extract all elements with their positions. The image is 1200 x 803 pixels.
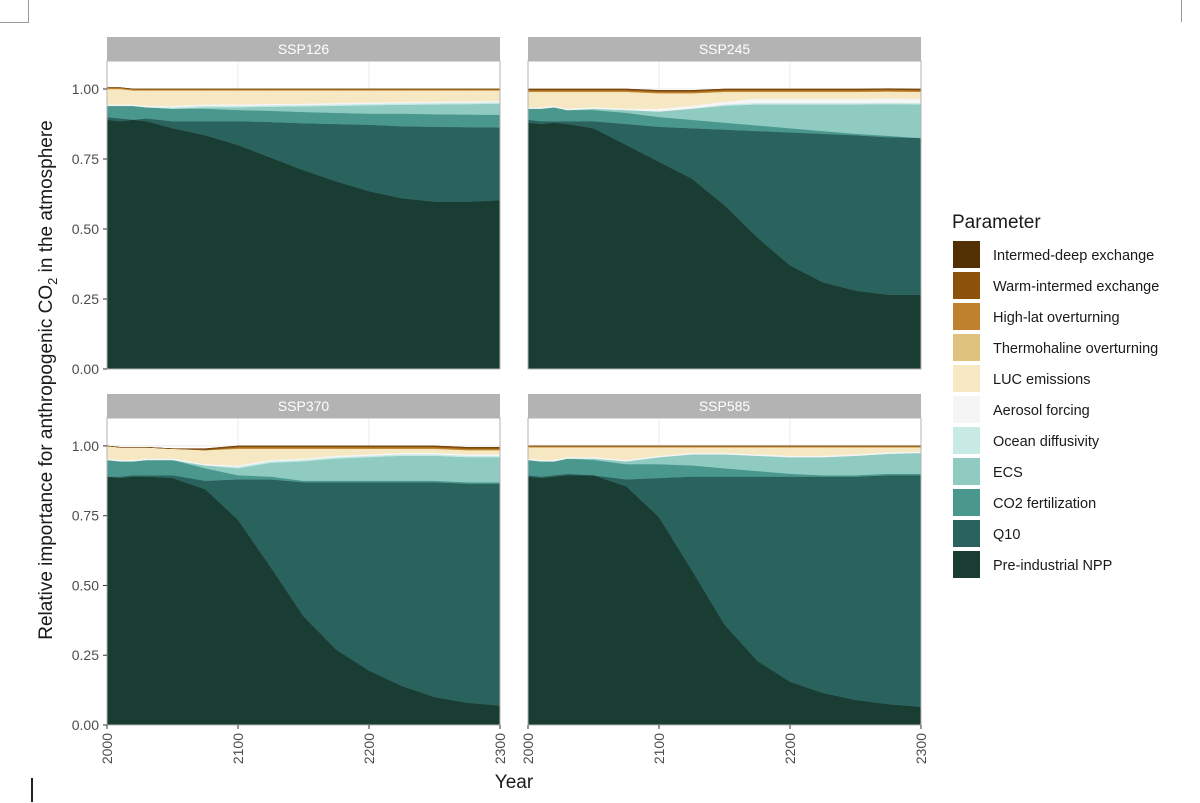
page-corner-mark-top-left-v	[28, 0, 29, 23]
x-tick-label: 2200	[361, 733, 377, 764]
legend-swatch	[953, 489, 980, 516]
y-axis-title: Relative importance for anthropogenic CO…	[36, 120, 60, 639]
legend-label: ECS	[993, 465, 1023, 481]
legend-item: Intermed-deep exchange	[953, 241, 1154, 268]
x-tick-label: 2000	[520, 733, 536, 764]
legend-label: Q10	[993, 527, 1020, 543]
legend-item: High-lat overturning	[953, 303, 1120, 330]
page-corner-mark-bottom-left	[31, 778, 33, 802]
axes-layer: 0.00 0.25 0.50 0.75 1.00 0.00 0.25 0.50 0.75 1.00…	[72, 81, 929, 764]
legend-label: CO2 fertilization	[993, 496, 1096, 512]
legend-label: Ocean diffusivity	[993, 434, 1100, 450]
legend-swatch	[953, 241, 980, 268]
legend-item: Pre-industrial NPP	[953, 551, 1112, 578]
facet-strip	[107, 37, 500, 61]
y-tick-label: 0.75	[72, 508, 99, 524]
page-corner-mark-top-left-h	[0, 22, 28, 23]
facet-strip-label: SSP585	[699, 398, 751, 414]
legend-title: Parameter	[952, 212, 1041, 233]
legend-swatch	[953, 365, 980, 392]
legend-item: LUC emissions	[953, 365, 1091, 392]
panel-ssp245: SSP245	[527, 37, 922, 370]
legend: Parameter Intermed-deep exchange Warm-int…	[952, 212, 1159, 578]
x-tick-label: 2000	[99, 733, 115, 764]
y-tick-label: 1.00	[72, 438, 99, 454]
facet-strip	[528, 37, 921, 61]
x-axis-title: Year	[495, 772, 534, 793]
legend-swatch	[953, 551, 980, 578]
y-tick-label: 0.00	[72, 361, 99, 377]
legend-swatch	[953, 520, 980, 547]
panels-layer: SSP126 SSP245 SSP370 SSP585	[106, 37, 922, 726]
legend-item: CO2 fertilization	[953, 489, 1096, 516]
legend-swatch	[953, 396, 980, 423]
panel-ssp126: SSP126	[106, 37, 501, 370]
legend-item: Warm-intermed exchange	[953, 272, 1159, 299]
x-tick-label: 2300	[913, 733, 929, 764]
legend-swatch	[953, 272, 980, 299]
legend-label: Thermohaline overturning	[993, 341, 1158, 357]
facet-strip	[107, 394, 500, 418]
legend-swatch	[953, 427, 980, 454]
legend-item: ECS	[953, 458, 1023, 485]
facet-strip-label: SSP370	[278, 398, 330, 414]
y-tick-label: 1.00	[72, 81, 99, 97]
panel-ssp370: SSP370	[106, 394, 501, 726]
y-tick-label: 0.25	[72, 647, 99, 663]
panel-ssp585: SSP585	[527, 394, 922, 726]
legend-item: Aerosol forcing	[953, 396, 1090, 423]
legend-label: LUC emissions	[993, 372, 1091, 388]
legend-label: Pre-industrial NPP	[993, 558, 1112, 574]
y-tick-label: 0.50	[72, 221, 99, 237]
legend-label: High-lat overturning	[993, 310, 1120, 326]
legend-label: Aerosol forcing	[993, 403, 1090, 419]
x-tick-label: 2100	[651, 733, 667, 764]
legend-item: Ocean diffusivity	[953, 427, 1100, 454]
legend-label: Intermed-deep exchange	[993, 248, 1154, 264]
facet-strip-label: SSP245	[699, 41, 751, 57]
legend-swatch	[953, 303, 980, 330]
y-tick-label: 0.25	[72, 291, 99, 307]
legend-label: Warm-intermed exchange	[993, 279, 1159, 295]
legend-item: Q10	[953, 520, 1020, 547]
area-high-lat-overturning	[527, 445, 922, 448]
legend-swatch	[953, 458, 980, 485]
area-intermed-deep-exchange	[107, 87, 500, 90]
page-corner-mark-top-right	[1181, 0, 1182, 22]
x-tick-label: 2100	[230, 733, 246, 764]
y-tick-label: 0.50	[72, 577, 99, 593]
y-tick-label: 0.00	[72, 717, 99, 733]
area-intermed-deep-exchange	[106, 445, 500, 449]
legend-items: Intermed-deep exchange Warm-intermed exch…	[953, 241, 1159, 578]
x-tick-label: 2200	[782, 733, 798, 764]
legend-swatch	[953, 334, 980, 361]
legend-item: Thermohaline overturning	[953, 334, 1158, 361]
facet-strip-label: SSP126	[278, 41, 330, 57]
facet-strip	[528, 394, 921, 418]
x-tick-label: 2300	[492, 733, 508, 764]
y-tick-label: 0.75	[72, 151, 99, 167]
